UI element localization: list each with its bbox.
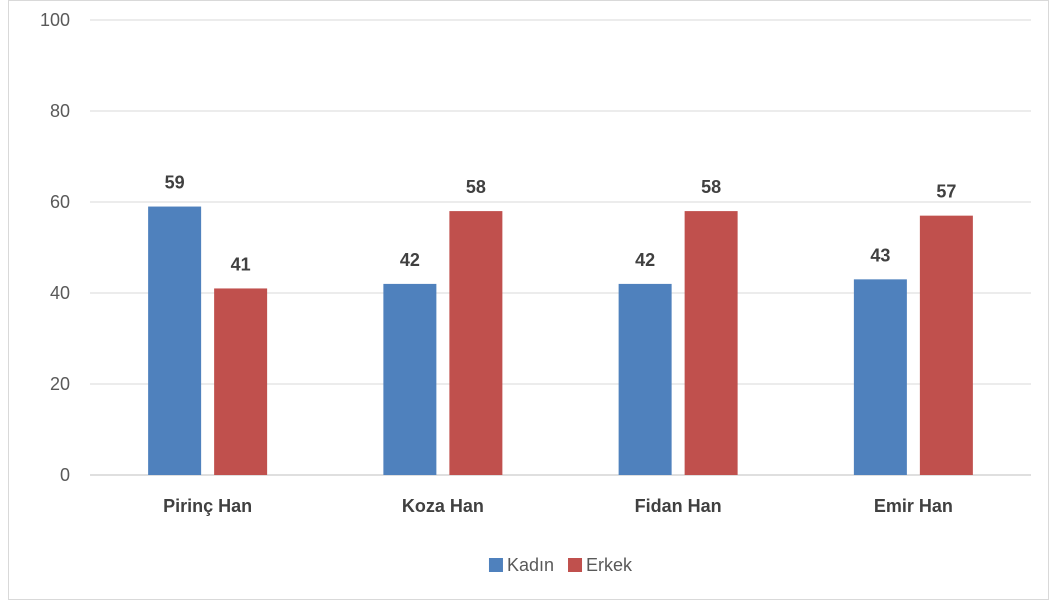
data-label: 58: [466, 177, 486, 197]
data-label: 59: [165, 173, 185, 193]
bar-erkek: [919, 215, 973, 475]
data-label: 42: [400, 250, 420, 270]
y-tick-label: 60: [50, 192, 70, 212]
bar-kadın: [148, 206, 202, 476]
legend-label: Kadın: [507, 555, 554, 575]
legend-swatch-erkek: [568, 558, 583, 572]
bar-erkek: [214, 288, 268, 475]
data-label: 42: [635, 250, 655, 270]
data-labels: 59 41 42 58 42 58 43 57: [165, 173, 957, 275]
x-axis-categories: Pirinç Han Koza Han Fidan Han Emir Han: [163, 496, 953, 516]
bar-kadın: [383, 283, 437, 475]
data-label: 58: [701, 177, 721, 197]
y-axis-ticks: 0 20 40 60 80 100: [40, 10, 70, 485]
y-tick-label: 100: [40, 10, 70, 30]
category-label: Pirinç Han: [163, 496, 252, 516]
data-label: 57: [936, 182, 956, 202]
y-tick-label: 20: [50, 374, 70, 394]
bar-kadın: [853, 279, 907, 475]
data-label: 43: [870, 245, 890, 265]
y-tick-label: 80: [50, 101, 70, 121]
bar-kadın: [618, 283, 672, 475]
legend-swatch-kadın: [488, 558, 503, 572]
y-tick-label: 0: [60, 465, 70, 485]
bars: [148, 206, 973, 476]
legend: Kadın Erkek: [488, 555, 633, 575]
bar-erkek: [449, 211, 503, 475]
y-tick-label: 40: [50, 283, 70, 303]
data-label: 41: [231, 254, 251, 274]
bar-erkek: [684, 211, 738, 475]
legend-label: Erkek: [586, 555, 633, 575]
category-label: Koza Han: [402, 496, 484, 516]
category-label: Fidan Han: [635, 496, 722, 516]
category-label: Emir Han: [874, 496, 953, 516]
